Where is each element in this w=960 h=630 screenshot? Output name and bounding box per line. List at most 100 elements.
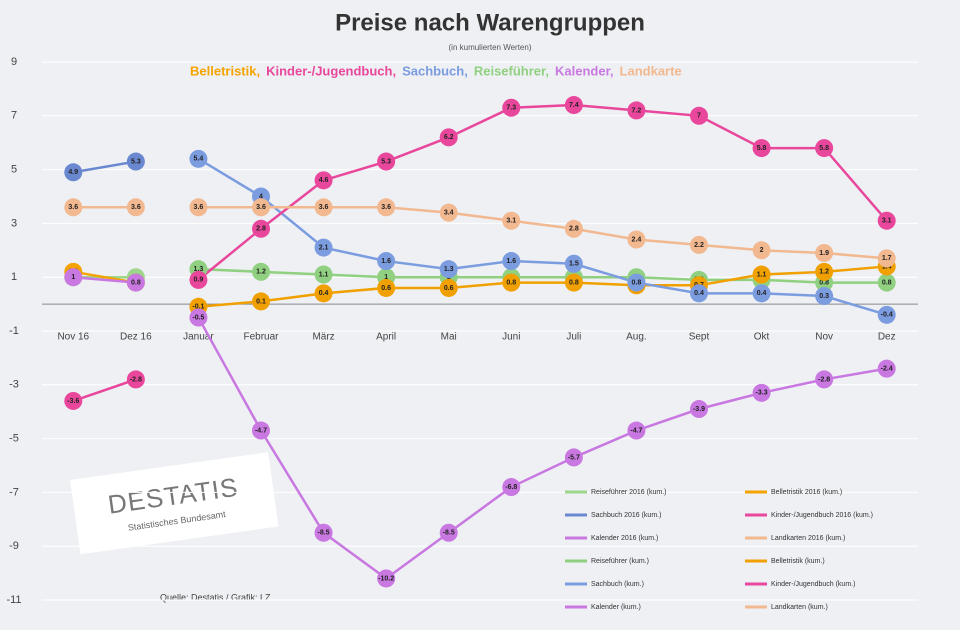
x-tick-label: April	[376, 332, 396, 343]
marker	[564, 96, 583, 115]
value-label: -2.8	[130, 376, 142, 383]
y-tick-label: 3	[11, 217, 17, 229]
value-label: -2.8	[818, 376, 830, 383]
marker	[877, 273, 896, 292]
marker	[564, 273, 583, 292]
x-tick-label: Februar	[243, 332, 279, 343]
marker	[314, 238, 333, 257]
value-label: -8.5	[318, 530, 330, 537]
marker	[439, 523, 458, 542]
x-tick-label: Nov 16	[57, 332, 89, 343]
marker	[564, 448, 583, 467]
legend-label: Sachbuch (kum.)	[591, 581, 644, 588]
value-label: 1.1	[319, 271, 329, 278]
value-label: 2.1	[319, 244, 329, 251]
series-line	[198, 267, 887, 284]
value-label: 0.6	[444, 285, 454, 292]
value-label: 1.7	[882, 255, 892, 262]
value-label: 0.8	[882, 279, 892, 286]
value-label: -3.3	[756, 390, 768, 397]
x-tick-label: Mai	[441, 332, 457, 343]
marker	[314, 171, 333, 190]
marker	[502, 273, 521, 292]
marker	[189, 270, 208, 289]
value-label: 1	[384, 274, 388, 281]
x-tick-label: Aug.	[626, 332, 647, 343]
marker	[314, 523, 333, 542]
value-label: 4.9	[68, 169, 78, 176]
marker	[564, 219, 583, 238]
legend-label: Kinder-/Jugendbuch (kum.)	[771, 581, 855, 588]
value-label: 5.8	[757, 145, 767, 152]
value-label: 2.8	[569, 226, 579, 233]
marker	[815, 287, 834, 306]
marker	[502, 478, 521, 497]
value-label: 3.6	[319, 204, 329, 211]
marker	[690, 106, 708, 125]
logo: DESTATIS Statistisches Bundesamt	[70, 452, 279, 555]
marker	[690, 284, 708, 303]
y-tick-label: 9	[11, 56, 17, 68]
marker	[502, 211, 521, 230]
marker	[752, 265, 771, 284]
marker	[252, 421, 270, 440]
marker	[314, 265, 333, 284]
value-label: 6.2	[444, 134, 454, 141]
y-tick-label: -9	[9, 540, 19, 552]
marker	[815, 139, 834, 158]
marker	[439, 278, 458, 297]
legend-label: Belletristik 2016 (kum.)	[771, 489, 842, 496]
marker	[189, 308, 208, 327]
value-label: 1.1	[757, 271, 767, 278]
group-label: Kinder-/Jugendbuch,	[266, 63, 396, 78]
marker	[627, 230, 646, 249]
legend-label: Kalender (kum.)	[591, 604, 641, 611]
marker	[126, 370, 145, 389]
value-label: 1.6	[381, 258, 391, 265]
marker	[877, 249, 896, 268]
marker	[252, 219, 270, 238]
series-line	[198, 265, 887, 309]
value-label: 0.8	[819, 279, 829, 286]
value-label: -5.7	[568, 454, 580, 461]
x-tick-label: Juli	[566, 332, 581, 343]
marker	[64, 268, 83, 287]
value-label: 3.1	[882, 218, 892, 225]
marker	[377, 252, 396, 271]
value-label: 5.3	[381, 158, 391, 165]
value-label: 0.4	[319, 290, 329, 297]
value-label: 3.1	[506, 218, 516, 225]
marker	[690, 235, 708, 254]
value-label: 0.8	[569, 279, 579, 286]
value-label: 3.6	[194, 204, 204, 211]
value-label: 2	[760, 247, 764, 254]
value-label: 7	[697, 113, 701, 120]
group-label: Landkarte	[620, 63, 682, 78]
x-tick-label: Dez 16	[120, 332, 152, 343]
value-label: 0.1	[256, 298, 266, 305]
value-label: 7.3	[506, 105, 516, 112]
value-label: 0.4	[757, 290, 767, 297]
value-label: 0.8	[506, 279, 516, 286]
value-label: 1.5	[569, 261, 579, 268]
value-label: 0.4	[694, 290, 704, 297]
value-label: -0.5	[192, 314, 204, 321]
value-label: 1.2	[256, 269, 266, 276]
value-label: 1.6	[506, 258, 516, 265]
value-label: -4.7	[255, 427, 267, 434]
marker	[126, 273, 145, 292]
value-label: 3.6	[381, 204, 391, 211]
x-tick-label: Okt	[754, 332, 770, 343]
value-label: 2.2	[694, 242, 704, 249]
marker	[564, 254, 583, 273]
value-label: 1.3	[444, 266, 454, 273]
group-label: Sachbuch,	[402, 63, 468, 78]
marker	[815, 370, 834, 389]
marker	[377, 569, 396, 588]
y-tick-label: -5	[9, 433, 19, 445]
group-label: Reiseführer,	[474, 63, 549, 78]
chart-title: Preise nach Warengruppen	[335, 9, 645, 36]
marker	[439, 128, 458, 147]
x-tick-label: Juni	[502, 332, 520, 343]
marker	[752, 383, 771, 402]
